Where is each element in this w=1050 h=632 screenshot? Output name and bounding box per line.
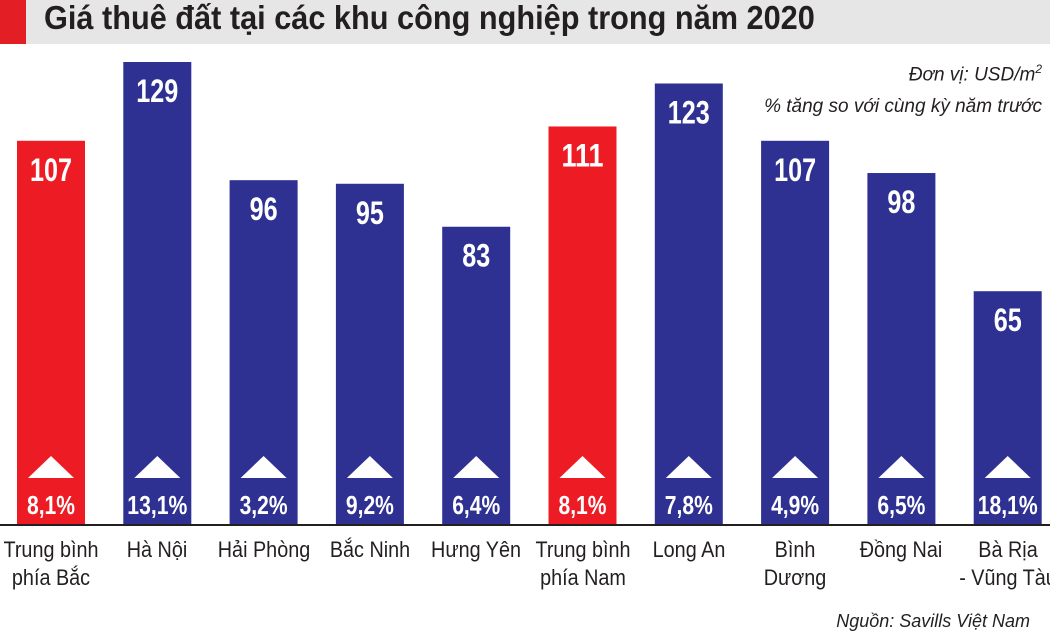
growth-note: % tăng so với cùng kỳ năm trước [764, 96, 1042, 117]
bar [654, 83, 723, 524]
growth-label: 8,1% [27, 490, 75, 520]
bar [973, 291, 1042, 524]
category-label: Bà Rịa - Vũng Tàu [958, 537, 1050, 590]
growth-label: 9,2% [346, 490, 394, 520]
growth-label: 4,9% [771, 490, 819, 520]
growth-label: 7,8% [665, 490, 713, 520]
growth-up-icon [240, 456, 287, 478]
category-label: Bắc Ninh [329, 537, 411, 562]
category-label: Trung bình phía Bắc [3, 537, 99, 590]
growth-label: 6,4% [452, 490, 500, 520]
growth-up-icon [665, 456, 712, 478]
category-label: Hà Nội [127, 537, 188, 562]
chart-title: Giá thuê đất tại các khu công nghiệp tro… [44, 0, 815, 36]
category-label: Hưng Yên [431, 537, 522, 562]
growth-up-icon [346, 456, 393, 478]
value-label: 83 [462, 238, 490, 274]
growth-label: 18,1% [978, 490, 1038, 520]
title-accent [0, 0, 26, 44]
growth-up-icon [772, 456, 819, 478]
growth-up-icon [453, 456, 500, 478]
growth-label: 13,1% [127, 490, 187, 520]
growth-label: 6,5% [877, 490, 925, 520]
category-label: Hải Phòng [217, 537, 310, 562]
growth-up-icon [134, 456, 181, 478]
growth-up-icon [878, 456, 925, 478]
value-label: 95 [356, 195, 384, 231]
growth-label: 8,1% [559, 490, 607, 520]
source-note: Nguồn: Savills Việt Nam [836, 611, 1030, 631]
category-label: Trung bình phía Nam [534, 537, 631, 590]
value-label: 107 [774, 152, 816, 188]
growth-label: 3,2% [240, 490, 288, 520]
title-bar [0, 0, 1050, 44]
unit-label: Đơn vị: USD/m [908, 64, 1036, 86]
value-label: 98 [887, 184, 915, 220]
value-label: 129 [136, 73, 178, 109]
category-label: Long An [652, 537, 726, 562]
bar [123, 62, 192, 524]
value-label: 96 [250, 191, 278, 227]
growth-up-icon [559, 456, 606, 478]
unit-superscript: 2 [1035, 62, 1042, 76]
unit-note: Đơn vị: USD/m2 [909, 62, 1042, 86]
value-label: 123 [668, 94, 710, 130]
growth-up-icon [28, 456, 74, 478]
value-label: 65 [994, 302, 1022, 338]
value-label: 111 [562, 137, 604, 173]
value-label: 107 [30, 152, 72, 188]
growth-up-icon [984, 456, 1031, 478]
category-label: Bình Dương [763, 537, 827, 590]
category-label: Đồng Nai [860, 537, 943, 562]
